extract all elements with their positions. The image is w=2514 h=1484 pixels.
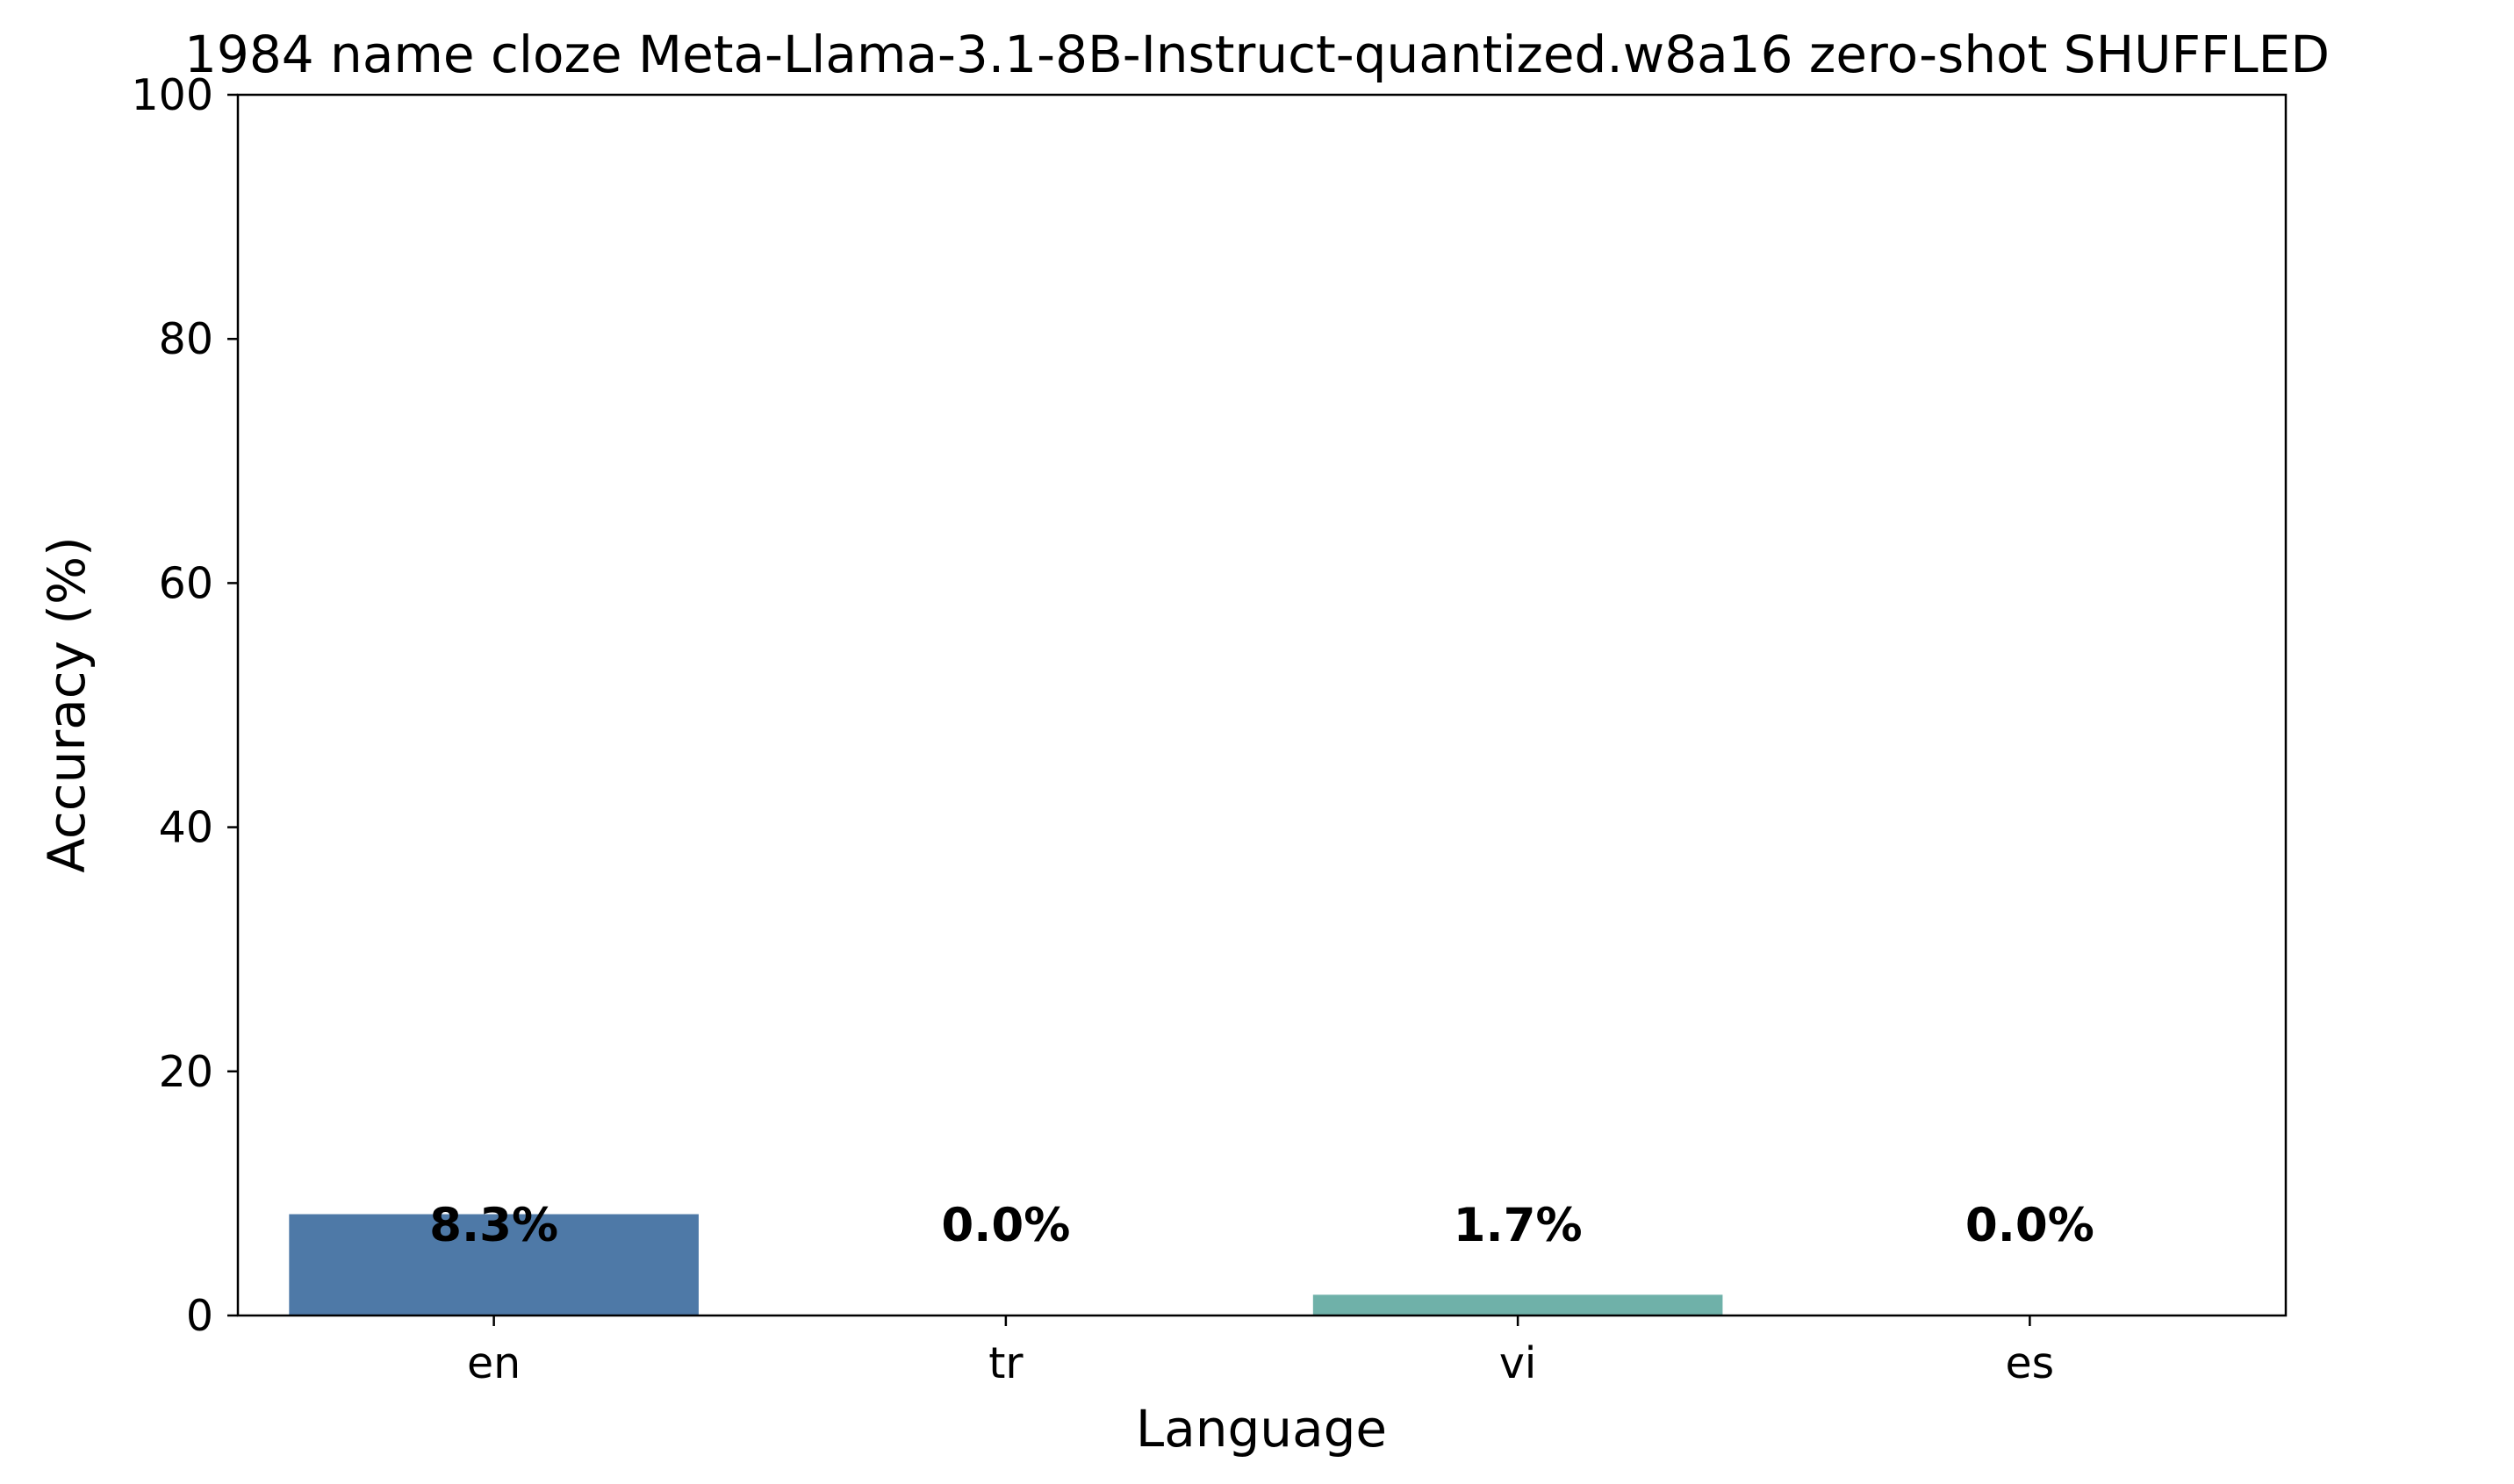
bars-group xyxy=(289,1214,1723,1316)
x-axis-ticks: en tr vi es xyxy=(467,1316,2054,1388)
bar-en xyxy=(289,1214,699,1316)
x-tick-label-es: es xyxy=(2006,1338,2055,1388)
bar-value-label-vi: 1.7% xyxy=(1454,1199,1583,1252)
y-axis-ticks: 0 20 40 60 80 100 xyxy=(131,70,238,1341)
bar-value-label-en: 8.3% xyxy=(429,1199,558,1252)
bar-labels-group: 8.3% 0.0% 1.7% 0.0% xyxy=(429,1199,2094,1252)
plot-frame xyxy=(236,93,2288,1317)
x-tick-label-en: en xyxy=(467,1338,521,1388)
x-tick-label-tr: tr xyxy=(988,1338,1024,1388)
y-tick-label-0: 0 xyxy=(186,1291,213,1341)
x-tick-label-vi: vi xyxy=(1499,1338,1537,1388)
x-axis-label: Language xyxy=(1136,1399,1387,1459)
y-tick-label-40: 40 xyxy=(159,803,213,853)
bar-value-label-tr: 0.0% xyxy=(941,1199,1070,1252)
chart-title: 1984 name cloze Meta-Llama-3.1-8B-Instru… xyxy=(184,25,2330,84)
y-tick-label-80: 80 xyxy=(159,314,213,364)
y-tick-label-60: 60 xyxy=(159,558,213,608)
y-tick-label-100: 100 xyxy=(131,70,213,120)
y-axis-label: Accuracy (%) xyxy=(37,536,97,873)
bar-vi xyxy=(1312,1294,1723,1316)
y-tick-label-20: 20 xyxy=(159,1047,213,1097)
bar-value-label-es: 0.0% xyxy=(1965,1199,2094,1252)
